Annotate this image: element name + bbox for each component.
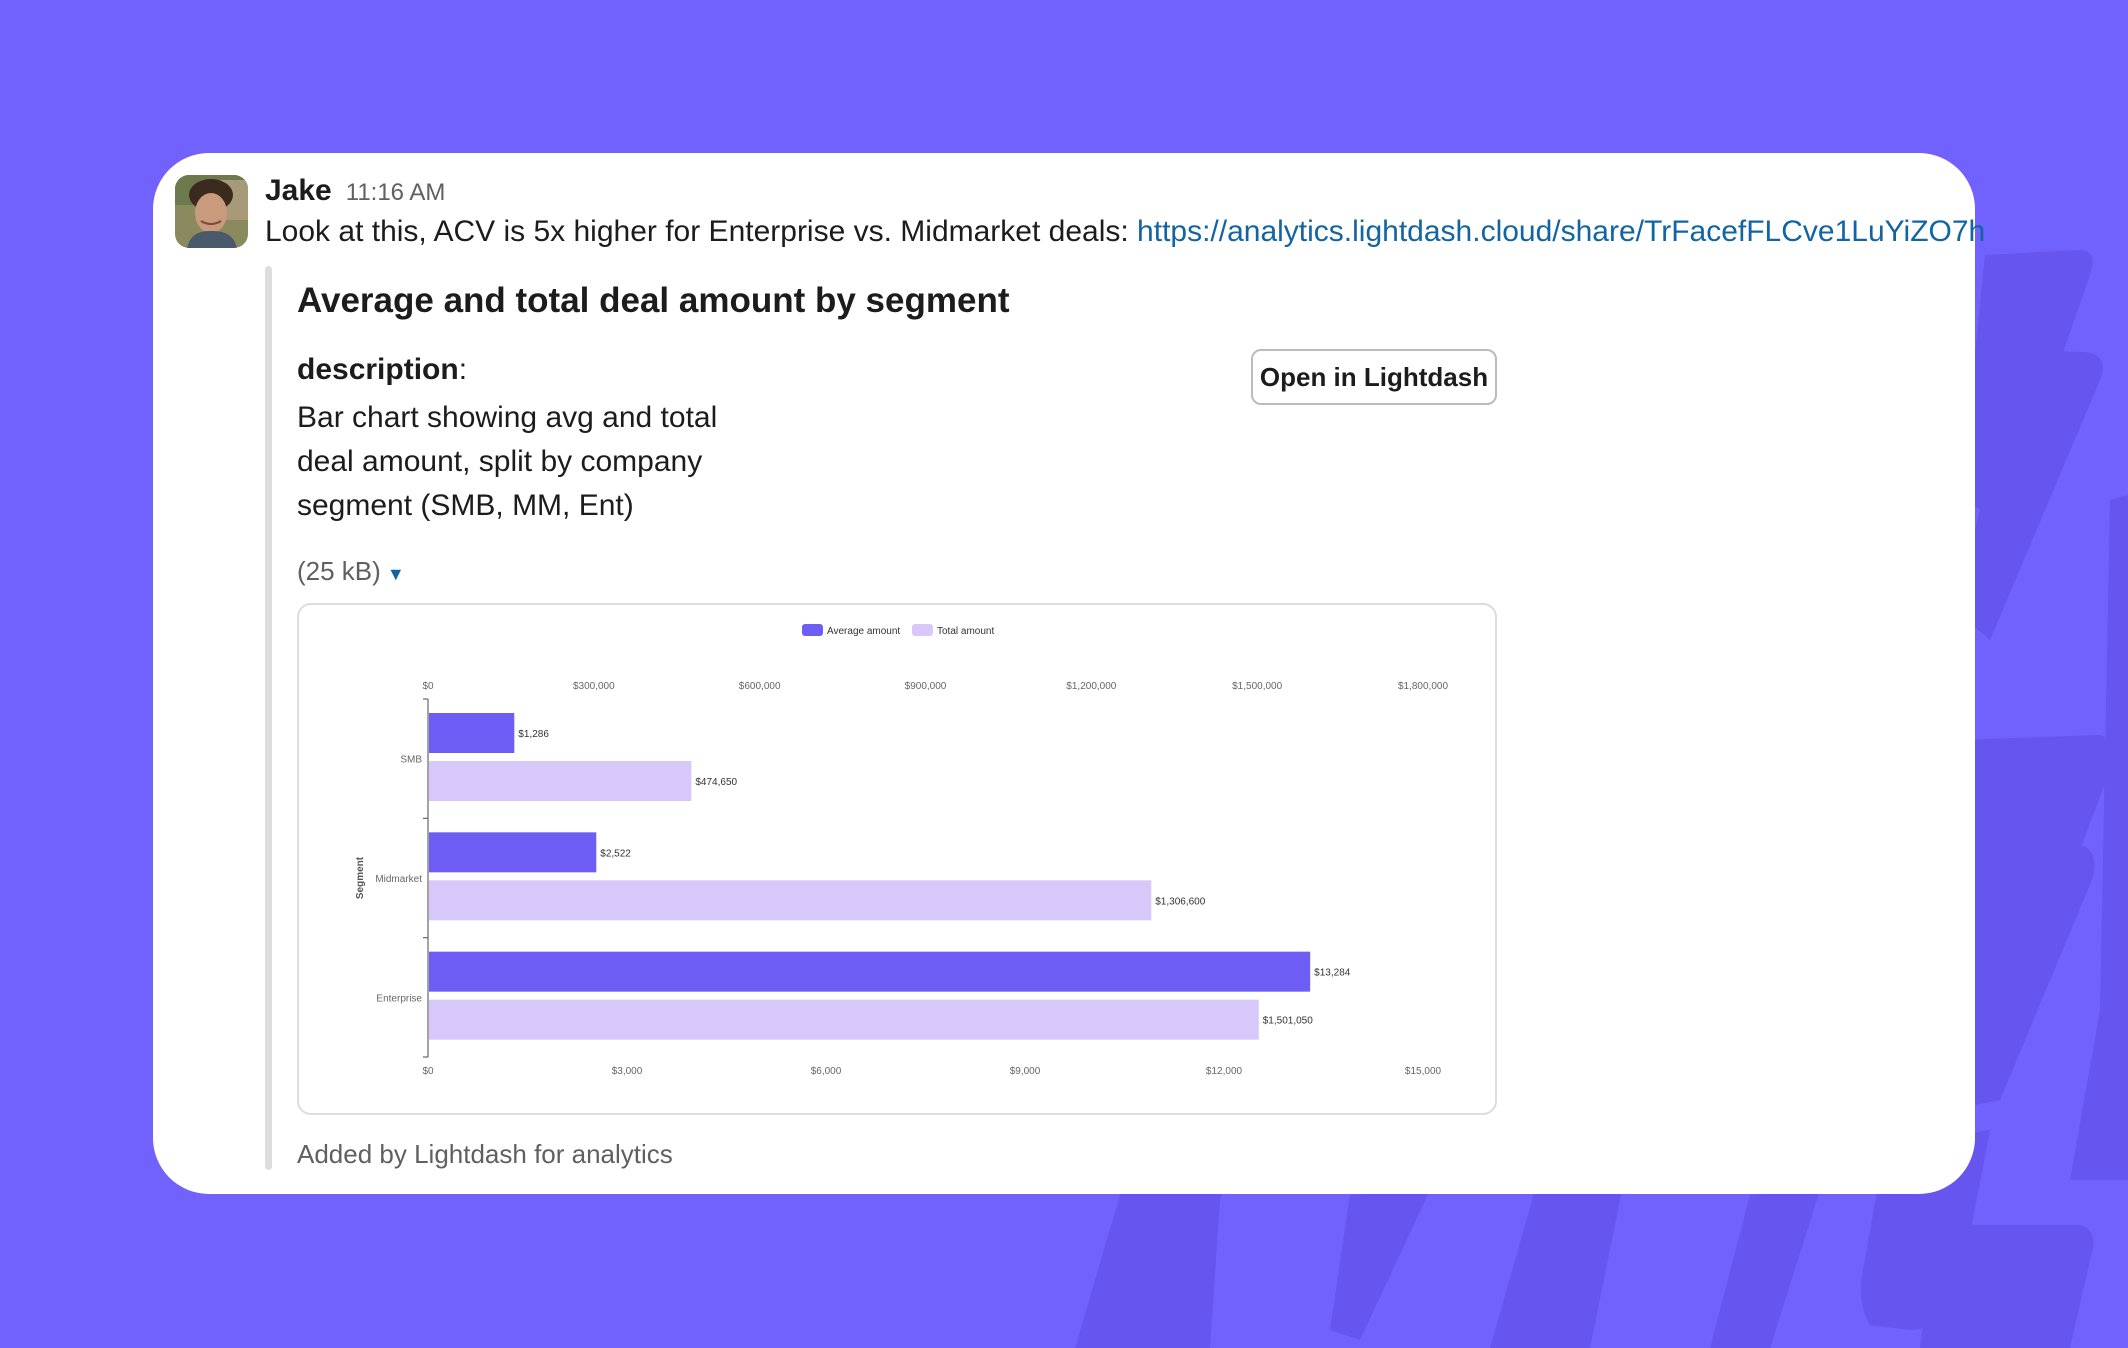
bar-average-amount — [429, 713, 515, 753]
chart-image[interactable]: Average amount Total amount $0 $300,000 $600… — [297, 603, 1497, 1115]
share-link[interactable]: https://analytics.lightdash.cloud/share/… — [1137, 215, 1986, 248]
legend-swatch-1 — [912, 624, 933, 636]
data-label-total-amount: $474,650 — [695, 777, 737, 788]
message-header: Jake 11:16 AM — [265, 174, 445, 208]
description-label-text: description — [297, 353, 459, 386]
author-name[interactable]: Jake — [265, 174, 332, 207]
file-size-toggle[interactable]: (25 kB) ▼ — [297, 556, 405, 587]
timestamp[interactable]: 11:16 AM — [345, 179, 446, 206]
bottom-axis-tick: $0 — [422, 1066, 434, 1077]
category-label: SMB — [400, 755, 422, 766]
data-label-total-amount: $1,306,600 — [1155, 896, 1205, 907]
legend-swatch-0 — [802, 624, 823, 636]
message-card: Jake 11:16 AM Look at this, ACV is 5x hig… — [153, 153, 1985, 1194]
bar-total-amount — [429, 999, 1259, 1040]
unfurl-title: Average and total deal amount by segment — [297, 281, 1010, 320]
bar-average-amount — [429, 832, 597, 873]
data-label-total-amount: $1,501,050 — [1263, 1016, 1313, 1027]
data-label-average-amount: $2,522 — [600, 848, 631, 859]
top-axis-tick: $1,200,000 — [1066, 681, 1116, 692]
top-axis-tick: $900,000 — [905, 681, 947, 692]
legend-label-1: Total amount — [937, 626, 994, 637]
top-axis-tick: $1,800,000 — [1398, 681, 1448, 692]
avatar-image — [175, 175, 248, 248]
top-axis-tick: $1,500,000 — [1232, 681, 1282, 692]
description-label: description: — [297, 353, 467, 387]
bottom-axis-tick: $9,000 — [1010, 1066, 1041, 1077]
top-axis-tick: $300,000 — [573, 681, 615, 692]
attachment-footer: Added by Lightdash for analytics — [297, 1139, 673, 1169]
bar-total-amount — [429, 761, 692, 801]
caret-down-icon[interactable]: ▼ — [386, 564, 405, 584]
bottom-axis-tick: $6,000 — [811, 1066, 842, 1077]
category-label: Enterprise — [376, 993, 422, 1004]
legend-label-0: Average amount — [827, 626, 900, 637]
file-size: (25 kB) — [297, 556, 381, 586]
top-axis-tick: $0 — [422, 681, 434, 692]
open-in-lightdash-button[interactable]: Open in Lightdash — [1251, 349, 1497, 405]
message-text: Look at this, ACV is 5x higher for Enter… — [265, 215, 1138, 248]
bottom-axis-tick: $15,000 — [1405, 1066, 1442, 1077]
attachment-bar — [265, 266, 272, 1170]
bottom-axis-tick: $12,000 — [1206, 1066, 1243, 1077]
data-label-average-amount: $13,284 — [1314, 968, 1351, 979]
bottom-axis-tick: $3,000 — [612, 1066, 643, 1077]
message-body: Look at this, ACV is 5x higher for Enter… — [265, 215, 1985, 249]
y-axis-title: Segment — [355, 856, 366, 899]
description-colon: : — [458, 353, 468, 386]
chart: Average amount Total amount $0 $300,000 $600… — [355, 624, 1448, 1077]
avatar[interactable] — [175, 175, 248, 248]
bar-total-amount — [429, 880, 1152, 921]
bar-average-amount — [429, 951, 1311, 992]
description-text: Bar chart showing avg and total deal amo… — [297, 401, 718, 522]
data-label-average-amount: $1,286 — [518, 729, 549, 740]
top-axis-tick: $600,000 — [739, 681, 781, 692]
category-label: Midmarket — [375, 874, 422, 885]
